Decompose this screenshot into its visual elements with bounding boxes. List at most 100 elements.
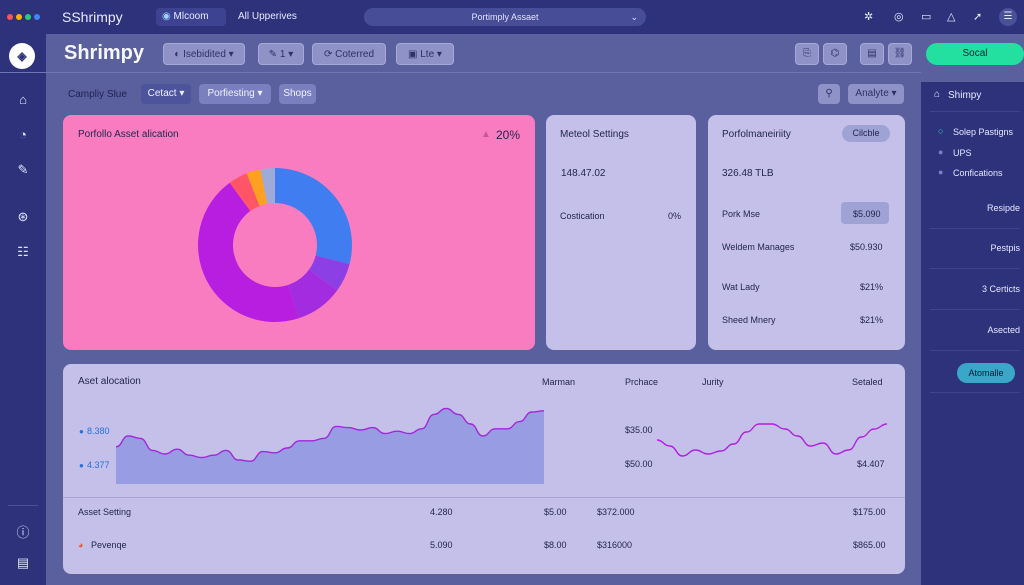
donut-slice [198,182,299,322]
pin-icon: ⚲ [825,88,833,99]
donut-slice [287,269,338,319]
right-panel [921,82,1024,585]
performance-title: Porfolmaneiriity [722,129,791,140]
title-bar: SShrimpy ◉ Mlcoom All Upperives Portimpl… [0,0,1024,34]
status-label-3[interactable]: Confications [953,168,1003,178]
tab-label: Mlcoom [173,11,209,22]
panel-item[interactable]: Pestpis [990,243,1020,253]
panel-divider [930,392,1020,393]
folder-icon[interactable]: ▭ [921,11,932,23]
tab-extra-label[interactable]: All Upperives [238,11,297,22]
perf-row-value-3: $21% [860,282,884,292]
panel-divider [930,309,1020,310]
clock-icon[interactable]: ◎ [894,11,904,23]
perf-row-label-2: Weldem Manages [722,242,795,252]
legend-value-2: 4.377 [87,460,110,470]
share-button[interactable]: ⌬ [823,43,847,65]
status-label-1[interactable]: Solep Pastigns [953,127,1014,137]
status-dot-icon: ● [938,167,944,177]
shops-button[interactable]: Shops [279,84,316,104]
area-series-line [116,407,544,462]
analyze-dropdown[interactable]: Analyte ▾ [848,84,904,104]
row-cell: $865.00 [853,540,886,550]
donut-slice [260,168,275,204]
search-button[interactable]: Socal [926,43,1024,65]
chip-centered[interactable]: ⟳ Coterred [312,43,386,65]
chevron-down-icon: ▾ [176,88,185,99]
chip-lte[interactable]: ▣ Lte ▾ [396,43,454,65]
browser-tab[interactable]: ◉ Mlcoom [156,8,226,26]
row-cell: $372.000 [597,507,635,517]
allocation-percent: 20% [496,128,521,142]
asset-area-chart [116,407,544,484]
send-icon[interactable]: ➚ [973,11,983,23]
pin-button[interactable]: ⚲ [818,84,840,104]
sub-label: Campliy Slue [68,89,127,100]
performance-badge[interactable]: Cilcble [842,125,890,142]
alert-icon[interactable]: △ [947,11,956,23]
row-label: Pevenqe [91,540,127,550]
panel-item[interactable]: Asected [987,325,1020,335]
allocation-title: Porfollo Asset alication [78,129,179,140]
select-porfiesting-label: Porfiesting [207,88,255,99]
chevron-down-icon: ⌄ [630,12,638,22]
extensions-icon[interactable]: ✲ [864,11,874,23]
perf-row-value-1: $5.090 [853,209,881,219]
brand-title: Shrimpy [64,42,145,64]
table-row[interactable]: ◕ Pevenqe 5.090 $8.00 $316000 $865.00 [63,533,905,561]
rail-divider [8,505,38,506]
edit-icon[interactable]: ✎ [17,162,29,177]
status-label-2[interactable]: UPS [953,148,972,158]
chip-edited[interactable]: ◐ Isebidited ▾ [163,43,245,65]
maximize-window-dot[interactable] [25,14,31,20]
chip-pen[interactable]: ✎ 1 ▾ [258,43,304,65]
bottom-title: Aset alocation [78,376,141,387]
legend-dot-icon: ● [79,461,84,470]
chevron-down-icon: ▾ [225,49,234,60]
copy-button[interactable]: ⎘ [795,43,819,65]
app-logo[interactable]: ◈ [9,43,35,69]
share-icon: ⌬ [830,48,840,59]
chip-pen-label: 1 [279,49,286,60]
chevron-down-icon: ▾ [888,88,897,99]
right-axis-label-3: $4.407 [857,459,885,469]
column-header-2: Prchace [625,377,659,387]
chip-centered-label: Coterred [335,49,375,60]
donut-slice [246,169,268,206]
area-series-fill [116,408,544,484]
select-contact-label: Cetact [147,88,177,99]
right-axis-label-1: $35.00 [625,425,653,435]
select-contact[interactable]: Cetact ▾ [141,84,191,104]
address-search-text: Portimply Assaet [471,12,539,22]
highlight-box [841,202,889,224]
list-icon[interactable]: ☷ [17,244,29,259]
address-search-bar[interactable]: Portimply Assaet ⌄ [364,8,646,26]
column-header-4: Setaled [852,377,883,387]
row-cell: 4.280 [430,507,453,517]
home-icon[interactable]: ⌂ [19,92,27,107]
automate-button[interactable]: Atomalle [957,363,1015,383]
panel-item[interactable]: Resipde [986,203,1020,213]
chip-lte-label: Lte [420,49,435,60]
perf-row-label-4: Sheed Mnery [722,315,776,325]
doc-button[interactable]: ▤ [860,43,884,65]
donut-slice [308,255,350,291]
chevron-down-icon: ▾ [254,88,263,99]
timer-icon[interactable]: ◔ [19,127,27,142]
table-row[interactable]: Asset Setting 4.280 $5.00 $372.000 $175.… [63,500,905,528]
clipboard-icon[interactable]: ▤ [16,555,30,570]
minimize-window-dot[interactable] [16,14,22,20]
row-cell: $175.00 [853,507,886,517]
info-icon[interactable]: ⓘ [16,525,30,540]
panel-item[interactable]: 3 Certicts [981,284,1020,294]
select-porfiesting[interactable]: Porfiesting ▾ [199,84,271,104]
close-window-dot[interactable] [7,14,13,20]
extra-window-dot[interactable] [34,14,40,20]
target-icon[interactable]: ⊛ [17,209,29,224]
purchase-series-line [657,423,887,457]
menu-icon[interactable]: ☰ [999,8,1017,26]
panel-home-icon: ⌂ [934,89,941,100]
link-icon: ⛓ [893,48,907,59]
link-button[interactable]: ⛓ [888,43,912,65]
donut-slice [275,168,352,265]
